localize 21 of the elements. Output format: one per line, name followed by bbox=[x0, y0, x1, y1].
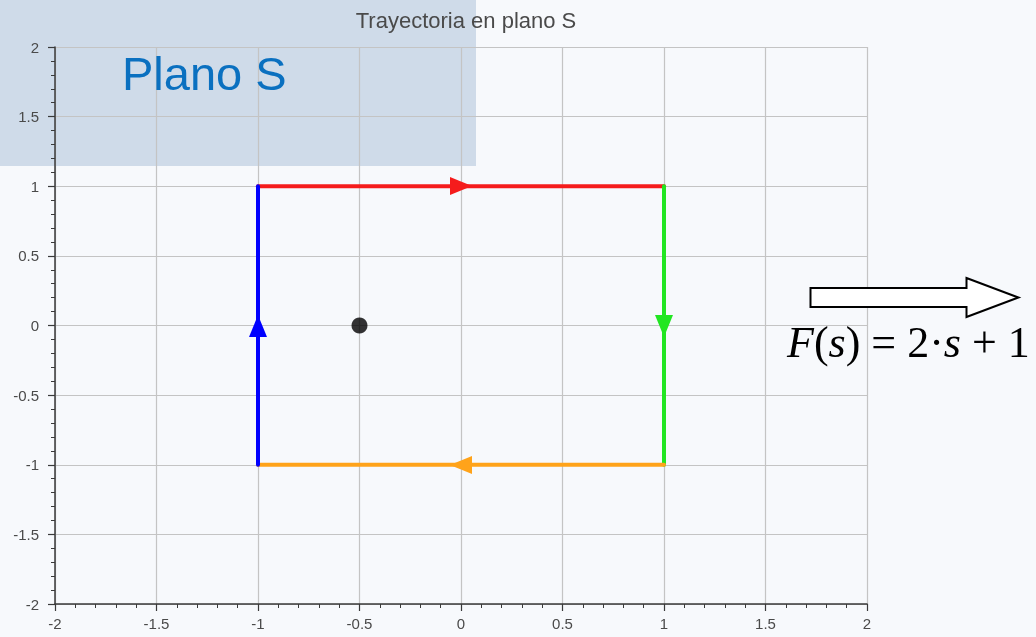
y-tick-label: -1.5 bbox=[13, 525, 39, 543]
x-tick-label: -1.5 bbox=[143, 615, 170, 632]
y-tick-label: -0.5 bbox=[13, 386, 39, 404]
x-tick-label: -2 bbox=[48, 615, 62, 632]
y-tick-label: -2 bbox=[25, 595, 39, 613]
y-tick-label: 0 bbox=[30, 317, 39, 334]
x-tick-label: 0.5 bbox=[552, 615, 573, 632]
y-tick-label: 1.5 bbox=[18, 108, 39, 126]
chart-title: Trayectoria en plano S bbox=[355, 7, 577, 33]
y-tick-label: 2 bbox=[30, 38, 39, 56]
y-tick-label: 1 bbox=[30, 177, 39, 195]
x-tick-label: 0 bbox=[456, 615, 466, 632]
annotation: F(s) = 2·s + 1 bbox=[787, 318, 1030, 367]
x-tick-label: 1 bbox=[659, 615, 669, 632]
annotation: Plano S bbox=[122, 47, 287, 100]
y-tick-label: 0.5 bbox=[18, 247, 39, 265]
x-tick-label: 1.5 bbox=[755, 615, 776, 632]
x-tick-label: -1 bbox=[251, 615, 265, 632]
x-tick-label: 2 bbox=[862, 615, 872, 632]
y-tick-label: -1 bbox=[25, 456, 39, 474]
x-tick-label: -0.5 bbox=[346, 615, 373, 632]
